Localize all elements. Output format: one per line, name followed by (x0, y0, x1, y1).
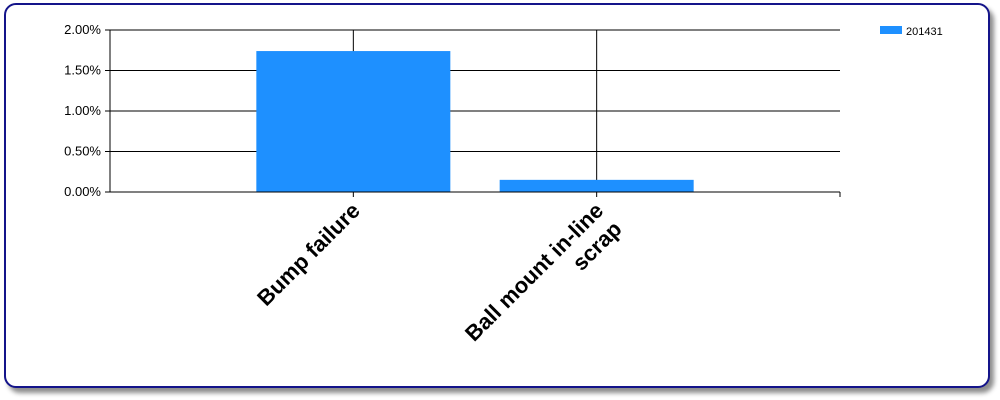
bar (499, 179, 694, 192)
y-tick-label: 0.00% (64, 184, 101, 199)
y-tick-label: 2.00% (64, 22, 101, 37)
chart-grid (110, 29, 840, 197)
chart-legend: 201431 (880, 26, 943, 38)
chart-frame (4, 3, 990, 388)
y-tick-label: 1.50% (64, 63, 101, 78)
chart-axes: 0.00% 0.50% 1.00% 1.50% 2.00% Bump failure Bal… (64, 22, 841, 365)
bar (256, 51, 451, 193)
x-tick-label: Bump failure (252, 198, 365, 311)
legend-swatch (880, 26, 902, 34)
y-tick-label: 0.50% (64, 144, 101, 159)
legend-label: 201431 (906, 26, 943, 38)
x-tick-label: Ball mount in-linescrap (460, 198, 627, 365)
chart-bars (256, 51, 694, 193)
y-tick-label: 1.00% (64, 103, 101, 118)
